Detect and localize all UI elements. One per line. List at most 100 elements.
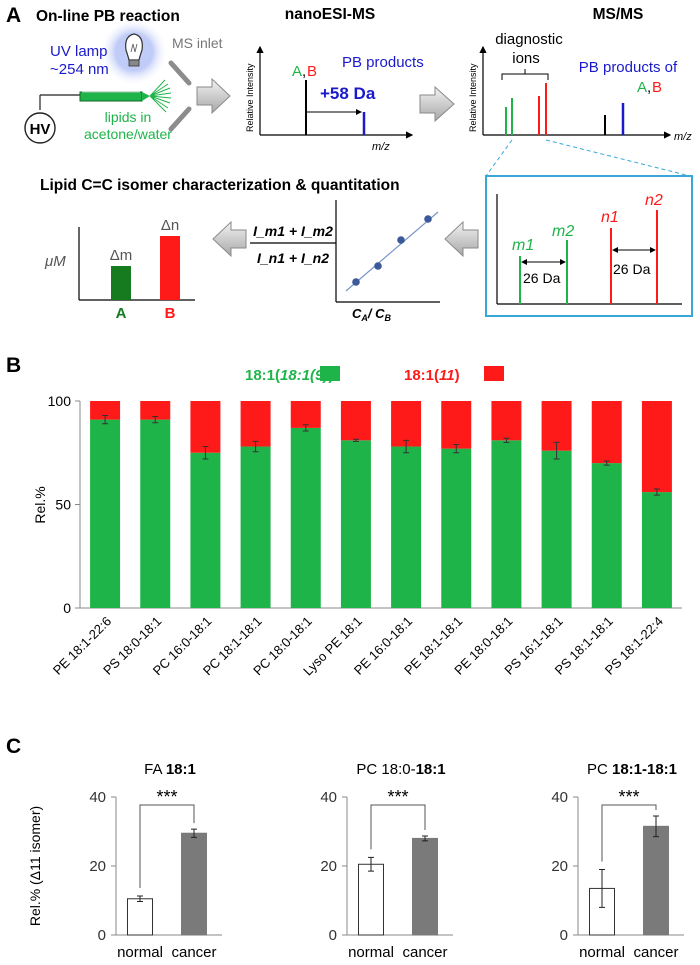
small-x-tick-label: normal bbox=[579, 944, 625, 961]
uv-lamp-label: UV lamp bbox=[50, 43, 108, 60]
legend-swatch-red bbox=[484, 366, 504, 381]
bar-18-1-11 bbox=[391, 401, 422, 447]
zoom-spectrum: m1 m2 n1 n2 26 Da 26 Da bbox=[496, 192, 682, 305]
calibration-fit-line bbox=[345, 211, 439, 292]
bar-18-1-9 bbox=[140, 419, 171, 608]
isomer-title: Lipid C=C isomer characterization & quan… bbox=[40, 177, 400, 194]
small-x-tick-label: normal bbox=[117, 944, 163, 961]
quant-um-label: μM bbox=[44, 253, 66, 270]
small-chart-title: PC 18:1-18:1 bbox=[587, 761, 677, 778]
small-chart-1: FA 18:1 0 20 40 normal cancer *** bbox=[89, 761, 222, 961]
ratio-formula: I_m1 + I_m2 I_n1 + I_n2 bbox=[250, 223, 336, 266]
error-bar bbox=[252, 440, 259, 453]
bar-18-1-11 bbox=[641, 401, 672, 493]
ms-mz-label: m/z bbox=[372, 141, 390, 153]
small-chart-2: PC 18:0-18:1 0 20 40 normal cancer *** bbox=[320, 761, 453, 961]
label-m2: m2 bbox=[552, 223, 574, 240]
small-y-tick-label: 0 bbox=[329, 927, 337, 944]
small-y-tick-label: 0 bbox=[98, 927, 106, 944]
label-n1: n1 bbox=[601, 209, 619, 226]
ms-inlet-label: MS inlet bbox=[172, 35, 223, 51]
pb-of-B: B bbox=[652, 79, 662, 96]
bar-18-1-11 bbox=[441, 401, 472, 449]
error-bar bbox=[152, 416, 159, 424]
small-bar-normal bbox=[358, 863, 384, 936]
nanoesi-emitter bbox=[39, 79, 172, 113]
small-error-bar bbox=[422, 835, 428, 842]
bar-18-1-11 bbox=[491, 401, 522, 441]
legend-swatch-green bbox=[320, 366, 340, 381]
quant-bars: μM Δm Δn A B bbox=[44, 217, 195, 322]
peak-label-A: A bbox=[292, 63, 302, 80]
panel-a-label: A bbox=[6, 4, 21, 27]
zoom-line-left bbox=[485, 139, 513, 177]
msms-spectrum: Relative Intensity m/z diagnostic ions P… bbox=[468, 31, 692, 143]
small-x-tick-label: cancer bbox=[633, 944, 678, 961]
significance-bracket bbox=[370, 804, 426, 850]
small-error-bar bbox=[599, 868, 605, 908]
error-bar bbox=[553, 441, 560, 460]
bar-18-1-11 bbox=[140, 401, 171, 420]
bar-18-1-9 bbox=[391, 446, 422, 608]
bar-18-1-9 bbox=[441, 448, 472, 608]
significance-stars: *** bbox=[618, 787, 639, 807]
small-bar-normal bbox=[127, 898, 153, 936]
bar-18-1-11 bbox=[90, 401, 121, 420]
ms-yaxis-label: Relative Intensity bbox=[245, 63, 255, 132]
pb-of-A: A bbox=[637, 79, 647, 96]
bar-18-1-11 bbox=[591, 401, 622, 464]
calibration-point bbox=[374, 262, 382, 270]
diagnostic-bracket bbox=[501, 69, 549, 80]
small-bar-cancer bbox=[412, 837, 438, 936]
small-y-tick-label: 20 bbox=[320, 858, 337, 875]
panel-b-ylabel: Rel.% bbox=[32, 486, 48, 523]
pb-products-label: PB products bbox=[342, 54, 424, 71]
small-y-tick-label: 20 bbox=[89, 858, 106, 875]
error-bar bbox=[302, 424, 309, 432]
flow-arrow-1 bbox=[196, 77, 231, 115]
calibration-xlabel: CA/ CB bbox=[352, 306, 392, 323]
hv-supply-icon bbox=[24, 112, 56, 144]
y-tick-label: 50 bbox=[55, 497, 71, 513]
small-y-tick-label: 40 bbox=[89, 789, 106, 806]
panel-b-label: B bbox=[6, 354, 21, 377]
bar-18-1-11 bbox=[290, 401, 321, 428]
uv-wavelength-label: ~254 nm bbox=[50, 61, 109, 78]
error-bar bbox=[653, 488, 660, 496]
panel-c-label: C bbox=[6, 735, 21, 758]
error-bar bbox=[352, 438, 359, 442]
solvent-label: acetone/water bbox=[84, 126, 172, 142]
bar-18-1-9 bbox=[591, 463, 622, 608]
small-x-tick-label: cancer bbox=[402, 944, 447, 961]
small-error-bar bbox=[137, 895, 143, 903]
label-n2: n2 bbox=[645, 192, 663, 209]
ions-label: ions bbox=[512, 50, 540, 67]
quant-delta-m: Δm bbox=[110, 247, 133, 264]
flow-arrow-3 bbox=[444, 220, 479, 258]
plus58-label: +58 Da bbox=[320, 84, 376, 103]
ms-inlet-icon bbox=[168, 60, 192, 132]
online-pb-title: On-line PB reaction bbox=[36, 8, 180, 25]
lipids-label: lipids in bbox=[105, 109, 152, 125]
label-26da-right: 26 Da bbox=[613, 261, 651, 277]
formula-denominator: I_n1 + I_n2 bbox=[257, 250, 329, 266]
panel-c-ylabel: Rel.% (Δ11 isomer) bbox=[27, 806, 43, 926]
small-y-tick-label: 40 bbox=[320, 789, 337, 806]
error-bar bbox=[102, 414, 109, 425]
calibration-plot: CA/ CB bbox=[335, 200, 440, 323]
label-26da-left: 26 Da bbox=[523, 270, 561, 286]
bar-18-1-9 bbox=[240, 446, 271, 608]
y-tick-label: 100 bbox=[48, 393, 72, 409]
msms-yaxis-label: Relative Intensity bbox=[468, 63, 478, 132]
significance-stars: *** bbox=[387, 787, 408, 807]
small-chart-3: PC 18:1-18:1 0 20 40 normal cancer *** bbox=[551, 761, 684, 961]
panel-b: B 18:1(18:1(9)) 18:1(11) Rel.% 050100PE … bbox=[6, 354, 682, 678]
small-bar-cancer bbox=[643, 825, 669, 936]
pb-of-comma: , bbox=[647, 79, 651, 96]
formula-numerator: I_m1 + I_m2 bbox=[253, 223, 333, 239]
y-tick-label: 0 bbox=[63, 600, 71, 616]
calibration-point bbox=[352, 278, 360, 286]
nanoesi-title: nanoESI-MS bbox=[285, 6, 375, 23]
panel-a: A On-line PB reaction UV lamp ~254 nm HV… bbox=[6, 4, 693, 323]
